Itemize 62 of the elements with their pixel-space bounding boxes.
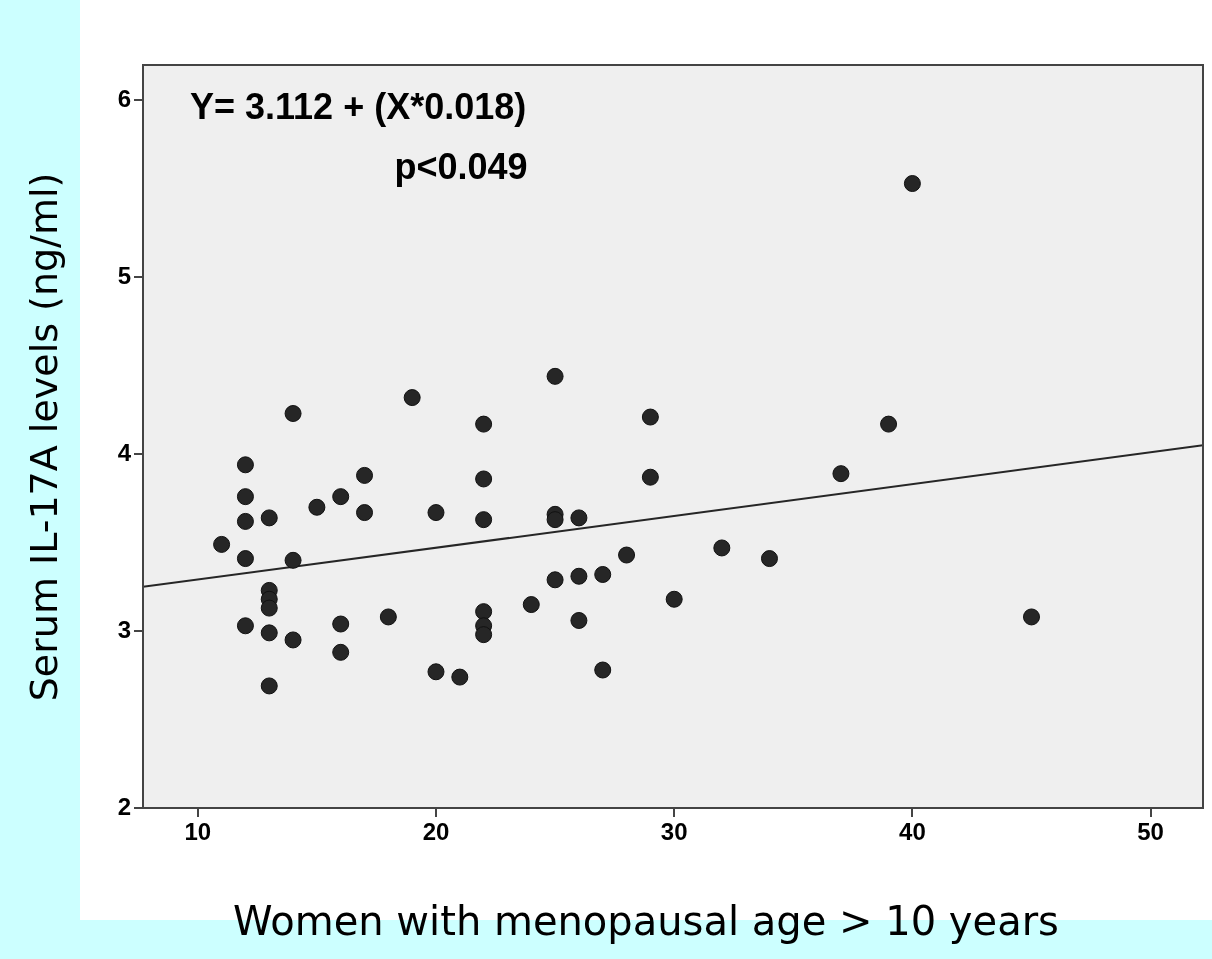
point (1022, 608, 1040, 626)
x-tick-label: 50 (1137, 818, 1164, 846)
point (236, 617, 254, 635)
point (403, 389, 421, 407)
point (570, 567, 588, 585)
y-tick-label: 6 (117, 85, 131, 113)
x-axis-title: Women with menopausal age > 10 years (232, 898, 1060, 944)
point (546, 511, 564, 529)
y-tick-label: 4 (117, 438, 132, 466)
point (713, 539, 731, 557)
point (332, 643, 350, 661)
point (641, 408, 659, 426)
point (832, 465, 850, 483)
point (570, 509, 588, 527)
point (475, 603, 493, 621)
point (213, 535, 231, 553)
y-axis-title: Serum IL-17A levels (ng/ml) (22, 172, 66, 702)
point (236, 488, 254, 506)
point (427, 663, 445, 681)
point (284, 551, 302, 569)
point (665, 590, 683, 608)
point (260, 599, 278, 617)
point (332, 488, 350, 506)
point (594, 565, 612, 583)
point (475, 470, 493, 488)
point (451, 668, 469, 686)
point (356, 504, 374, 522)
annotation: Y= 3.112 + (X*0.018) (190, 85, 527, 127)
point (570, 611, 588, 629)
point (332, 615, 350, 633)
x-tick-label: 10 (184, 818, 212, 846)
point (546, 367, 564, 385)
point (284, 405, 302, 422)
point (760, 550, 778, 568)
point (522, 596, 540, 614)
point (260, 509, 278, 527)
point (284, 631, 302, 649)
annotation: p<0.049 (394, 145, 528, 187)
point (880, 415, 898, 433)
point (236, 512, 254, 530)
point (594, 661, 612, 679)
point (260, 624, 278, 642)
point (260, 677, 278, 695)
y-tick-label: 2 (117, 792, 131, 820)
point (546, 571, 564, 589)
point (308, 498, 326, 516)
y-tick-label: 3 (117, 615, 131, 643)
point (618, 546, 636, 564)
point (236, 456, 254, 474)
x-tick-label: 40 (899, 818, 926, 846)
point (356, 466, 374, 484)
point (236, 550, 254, 568)
x-tick-label: 30 (660, 818, 688, 846)
point (427, 504, 445, 522)
point (641, 468, 659, 486)
y-tick-label: 5 (117, 261, 131, 289)
point (475, 511, 493, 529)
x-tick-label: 20 (422, 818, 450, 846)
point (475, 415, 493, 433)
point (475, 626, 493, 644)
point (379, 608, 397, 626)
point (903, 175, 921, 193)
